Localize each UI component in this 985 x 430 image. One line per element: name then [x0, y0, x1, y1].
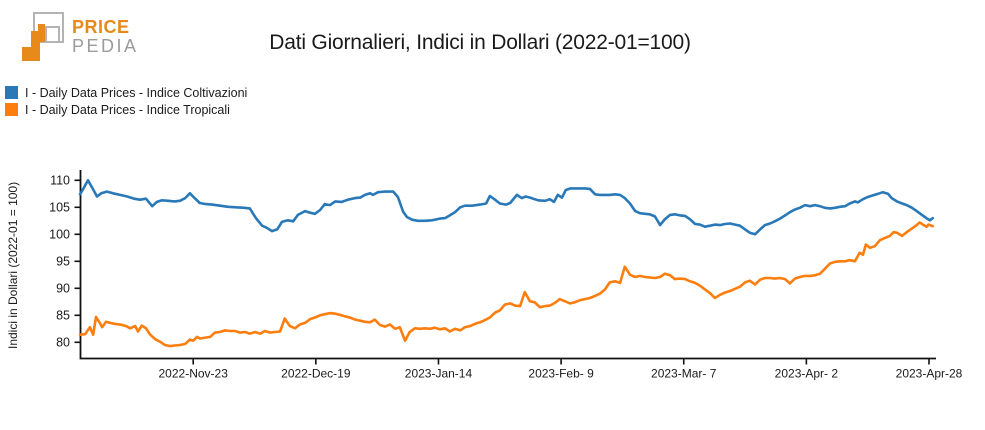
legend-label-tropicali: I - Daily Data Prices - Indice Tropicali	[25, 102, 230, 117]
logo-big-stairs	[22, 39, 40, 61]
logo-text-price: PRICE	[72, 17, 130, 37]
x-tick-label: 2023-Mar- 7	[651, 367, 717, 381]
x-tick-label: 2023-Jan-14	[405, 367, 473, 381]
legend-swatch-tropicali	[5, 103, 18, 116]
legend-label-coltivazioni: I - Daily Data Prices - Indice Coltivazi…	[25, 85, 248, 100]
pricepedia-logo-icon	[22, 12, 64, 61]
x-tick-label: 2023-Feb- 9	[528, 367, 594, 381]
logo-text: PRICE PEDIA	[72, 18, 139, 56]
legend-item-tropicali[interactable]: I - Daily Data Prices - Indice Tropicali	[5, 102, 247, 117]
logo-text-pedia: PEDIA	[72, 36, 139, 56]
logo-inner-square	[45, 26, 60, 43]
series-line-coltivazioni	[78, 178, 935, 236]
y-tick-label: 80	[56, 336, 70, 350]
plot-area: 80 85 90 95 100 105 110 2022-Nov-23 2022-Dec-19 2…	[0, 160, 985, 400]
series-line-tropicali	[78, 221, 935, 348]
legend-item-coltivazioni[interactable]: I - Daily Data Prices - Indice Coltivazi…	[5, 85, 247, 100]
x-tick-label: 2022-Nov-23	[159, 367, 229, 381]
chart-svg: 80 85 90 95 100 105 110 2022-Nov-23 2022-Dec-19 2…	[49, 170, 963, 381]
y-tick-label: 95	[56, 255, 70, 269]
x-tick-label: 2023-Apr- 2	[775, 367, 839, 381]
x-tick-label: 2022-Dec-19	[281, 367, 351, 381]
logo-small-stairs	[31, 24, 45, 42]
y-tick-label: 85	[56, 309, 70, 323]
y-tick-label: 110	[50, 174, 70, 188]
y-tick-label: 90	[56, 282, 70, 296]
legend-swatch-coltivazioni	[5, 86, 18, 99]
chart-title: Dati Giornalieri, Indici in Dollari (202…	[269, 31, 691, 54]
chart-legend: I - Daily Data Prices - Indice Coltivazi…	[5, 85, 247, 119]
axis-lines	[79, 170, 936, 360]
pricepedia-logo: PRICE PEDIA	[20, 11, 139, 63]
y-tick-label: 105	[49, 201, 70, 215]
x-tick-label: 2023-Apr-28	[896, 367, 963, 381]
y-tick-label: 100	[49, 228, 70, 242]
